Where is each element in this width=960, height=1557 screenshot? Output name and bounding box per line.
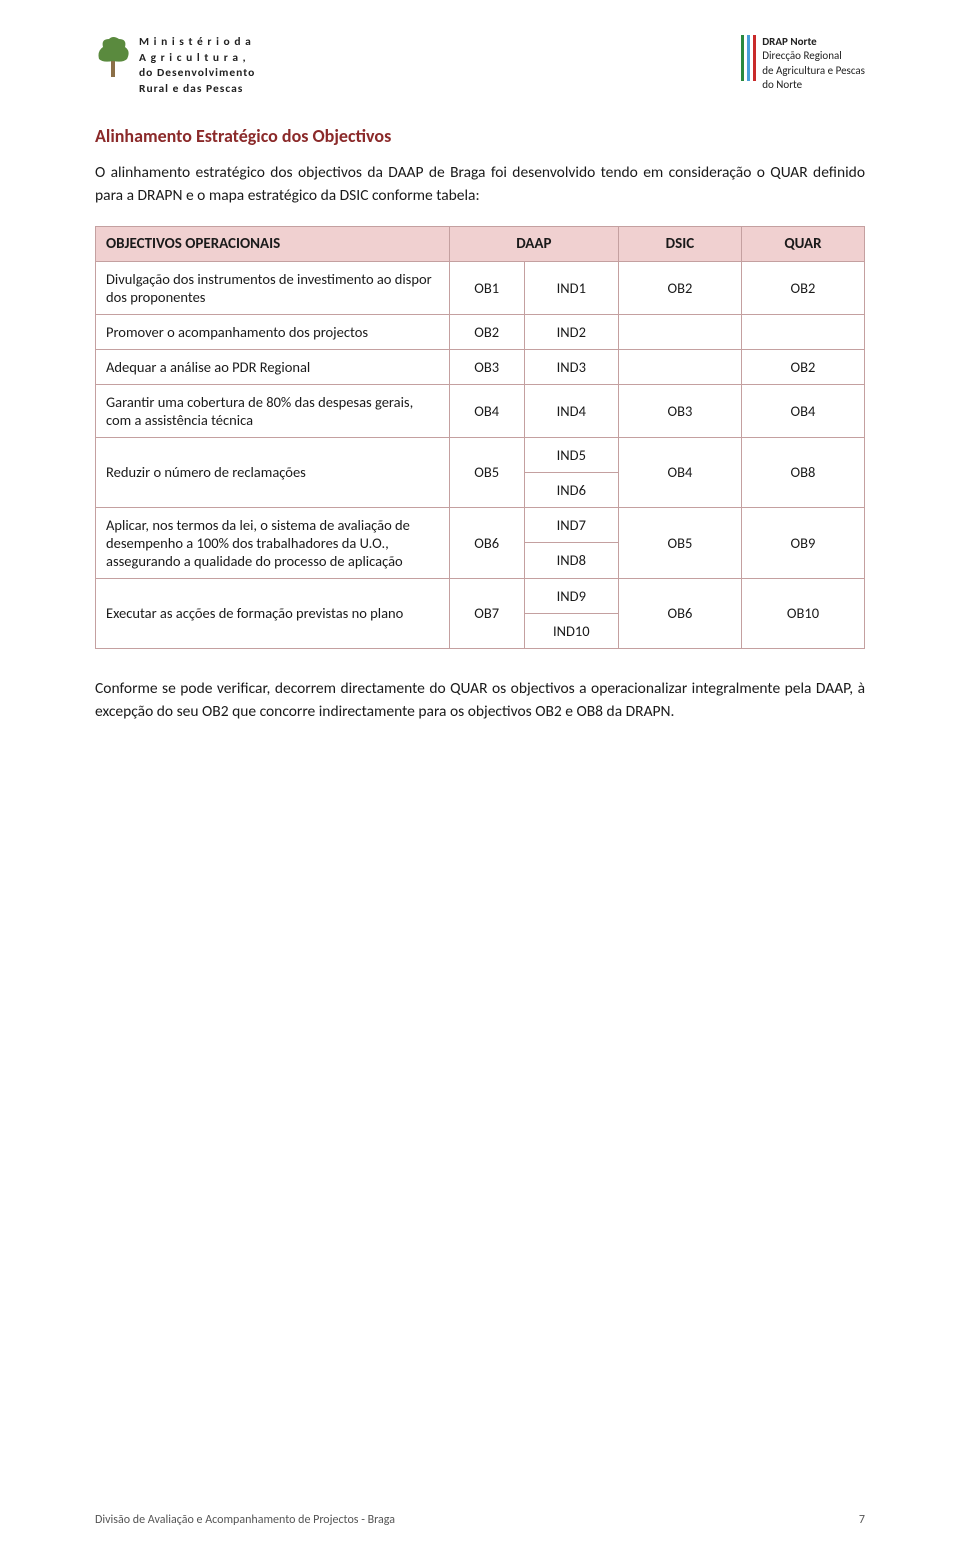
intro-paragraph: O alinhamento estratégico dos objectivos… [95,161,865,208]
ministry-line2: A g r i c u l t u r a , [139,51,255,67]
cell-ind: IND10 [524,613,618,648]
cell-label: Adequar a análise ao PDR Regional [96,349,450,384]
cell-daap: OB3 [449,349,524,384]
cell-ind: IND7 [524,507,618,543]
cell-ind: IND1 [524,261,618,314]
cell-quar: OB10 [741,578,864,648]
cell-quar: OB2 [741,261,864,314]
col-objectivos: OBJECTIVOS OPERACIONAIS [96,226,450,261]
cell-dsic: OB6 [618,578,741,648]
closing-paragraph: Conforme se pode verificar, decorrem dir… [95,677,865,724]
page-header: M i n i s t é r i o d a A g r i c u l t … [95,35,865,97]
ministry-line3: do Desenvolvimento [139,66,255,82]
cell-daap: OB7 [449,578,524,648]
drap-line3: do Norte [762,78,865,92]
cell-label: Executar as acções de formação previstas… [96,578,450,648]
drap-line2: de Agricultura e Pescas [762,64,865,78]
col-quar: QUAR [741,226,864,261]
drap-line1: Direcção Regional [762,49,865,63]
cell-ind: IND6 [524,472,618,507]
cell-dsic: OB5 [618,507,741,578]
cell-daap: OB2 [449,314,524,349]
ministry-line1: M i n i s t é r i o d a [139,35,255,51]
ministry-logo: M i n i s t é r i o d a A g r i c u l t … [95,35,255,97]
drap-bars-icon [741,35,756,81]
footer-left: Divisão de Avaliação e Acompanhamento de… [95,1513,395,1527]
cell-label: Reduzir o número de reclamações [96,437,450,507]
col-daap: DAAP [449,226,618,261]
tree-icon [95,35,131,77]
cell-ind: IND9 [524,578,618,613]
table-row: Promover o acompanhamento dos projectosO… [96,314,865,349]
table-header-row: OBJECTIVOS OPERACIONAIS DAAP DSIC QUAR [96,226,865,261]
cell-dsic: OB2 [618,261,741,314]
cell-quar [741,314,864,349]
footer-page-number: 7 [859,1513,865,1527]
col-dsic: DSIC [618,226,741,261]
cell-ind: IND2 [524,314,618,349]
cell-dsic [618,349,741,384]
cell-quar: OB4 [741,384,864,437]
cell-quar: OB9 [741,507,864,578]
cell-daap: OB1 [449,261,524,314]
cell-quar: OB8 [741,437,864,507]
drap-title: DRAP Norte [762,35,865,49]
cell-label: Aplicar, nos termos da lei, o sistema de… [96,507,450,578]
drap-logo: DRAP Norte Direcção Regional de Agricult… [741,35,865,92]
cell-quar: OB2 [741,349,864,384]
cell-label: Promover o acompanhamento dos projectos [96,314,450,349]
cell-daap: OB5 [449,437,524,507]
table-row: Reduzir o número de reclamaçõesOB5IND5OB… [96,437,865,472]
cell-ind: IND4 [524,384,618,437]
table-row: Executar as acções de formação previstas… [96,578,865,613]
table-row: Divulgação dos instrumentos de investime… [96,261,865,314]
page-footer: Divisão de Avaliação e Acompanhamento de… [95,1513,865,1527]
cell-ind: IND5 [524,437,618,472]
table-row: Garantir uma cobertura de 80% das despes… [96,384,865,437]
cell-ind: IND3 [524,349,618,384]
cell-label: Garantir uma cobertura de 80% das despes… [96,384,450,437]
cell-dsic: OB3 [618,384,741,437]
cell-dsic [618,314,741,349]
cell-daap: OB4 [449,384,524,437]
table-row: Adequar a análise ao PDR RegionalOB3IND3… [96,349,865,384]
section-title: Alinhamento Estratégico dos Objectivos [95,125,865,147]
cell-dsic: OB4 [618,437,741,507]
cell-label: Divulgação dos instrumentos de investime… [96,261,450,314]
ministry-line4: Rural e das Pescas [139,82,255,98]
cell-ind: IND8 [524,543,618,579]
objectives-table: OBJECTIVOS OPERACIONAIS DAAP DSIC QUAR D… [95,226,865,649]
cell-daap: OB6 [449,507,524,578]
table-row: Aplicar, nos termos da lei, o sistema de… [96,507,865,543]
